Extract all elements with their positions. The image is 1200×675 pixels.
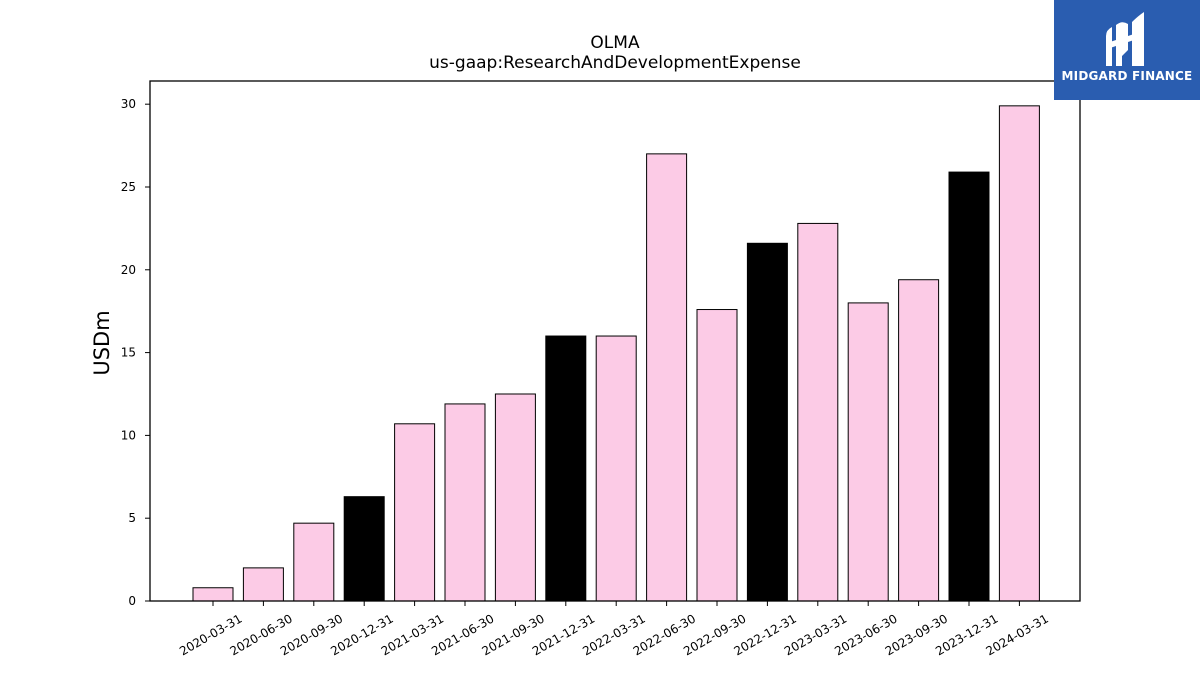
bar-2021-03-31 xyxy=(394,423,436,602)
bar-2020-03-31 xyxy=(192,587,234,602)
y-tick-label: 0 xyxy=(128,594,136,608)
bar-2022-12-31 xyxy=(746,242,788,602)
bar-2021-09-30 xyxy=(494,393,536,602)
chart-subtitle: us-gaap:ResearchAndDevelopmentExpense xyxy=(429,53,801,73)
bar-2020-09-30 xyxy=(293,522,335,602)
bar-2021-06-30 xyxy=(444,403,486,602)
bar-2022-09-30 xyxy=(696,309,738,602)
y-axis-label: USDm xyxy=(90,310,114,375)
x-axis-ticks: 2020-03-312020-06-302020-09-302020-12-31… xyxy=(177,601,1051,658)
bar-2023-12-31 xyxy=(948,171,990,602)
y-tick-label: 25 xyxy=(121,180,136,194)
y-tick-label: 30 xyxy=(121,97,136,111)
plot-frame xyxy=(149,80,1081,602)
logo-text: MIDGARD FINANCE xyxy=(1061,69,1193,83)
midgard-logo: MIDGARD FINANCE xyxy=(1054,0,1200,100)
bar-2020-06-30 xyxy=(242,567,284,602)
chart-title: OLMA xyxy=(590,33,640,53)
y-axis-ticks: 0 5 10 15 20 25 30 xyxy=(121,97,150,608)
bar-2024-03-31 xyxy=(998,105,1040,602)
y-tick-label: 15 xyxy=(121,346,136,360)
bar-2023-06-30 xyxy=(847,302,889,602)
bar-2023-09-30 xyxy=(898,279,940,602)
bar-2022-03-31 xyxy=(595,335,637,602)
bar-2021-12-31 xyxy=(545,335,587,602)
bars-group xyxy=(192,105,1040,602)
bar-2023-03-31 xyxy=(797,222,839,602)
midgard-logo-icon xyxy=(1106,12,1144,66)
bar-2022-06-30 xyxy=(646,153,688,602)
y-tick-label: 10 xyxy=(121,428,136,442)
bar-2020-12-31 xyxy=(343,496,385,602)
y-tick-label: 5 xyxy=(128,511,136,525)
y-tick-label: 20 xyxy=(121,263,136,277)
